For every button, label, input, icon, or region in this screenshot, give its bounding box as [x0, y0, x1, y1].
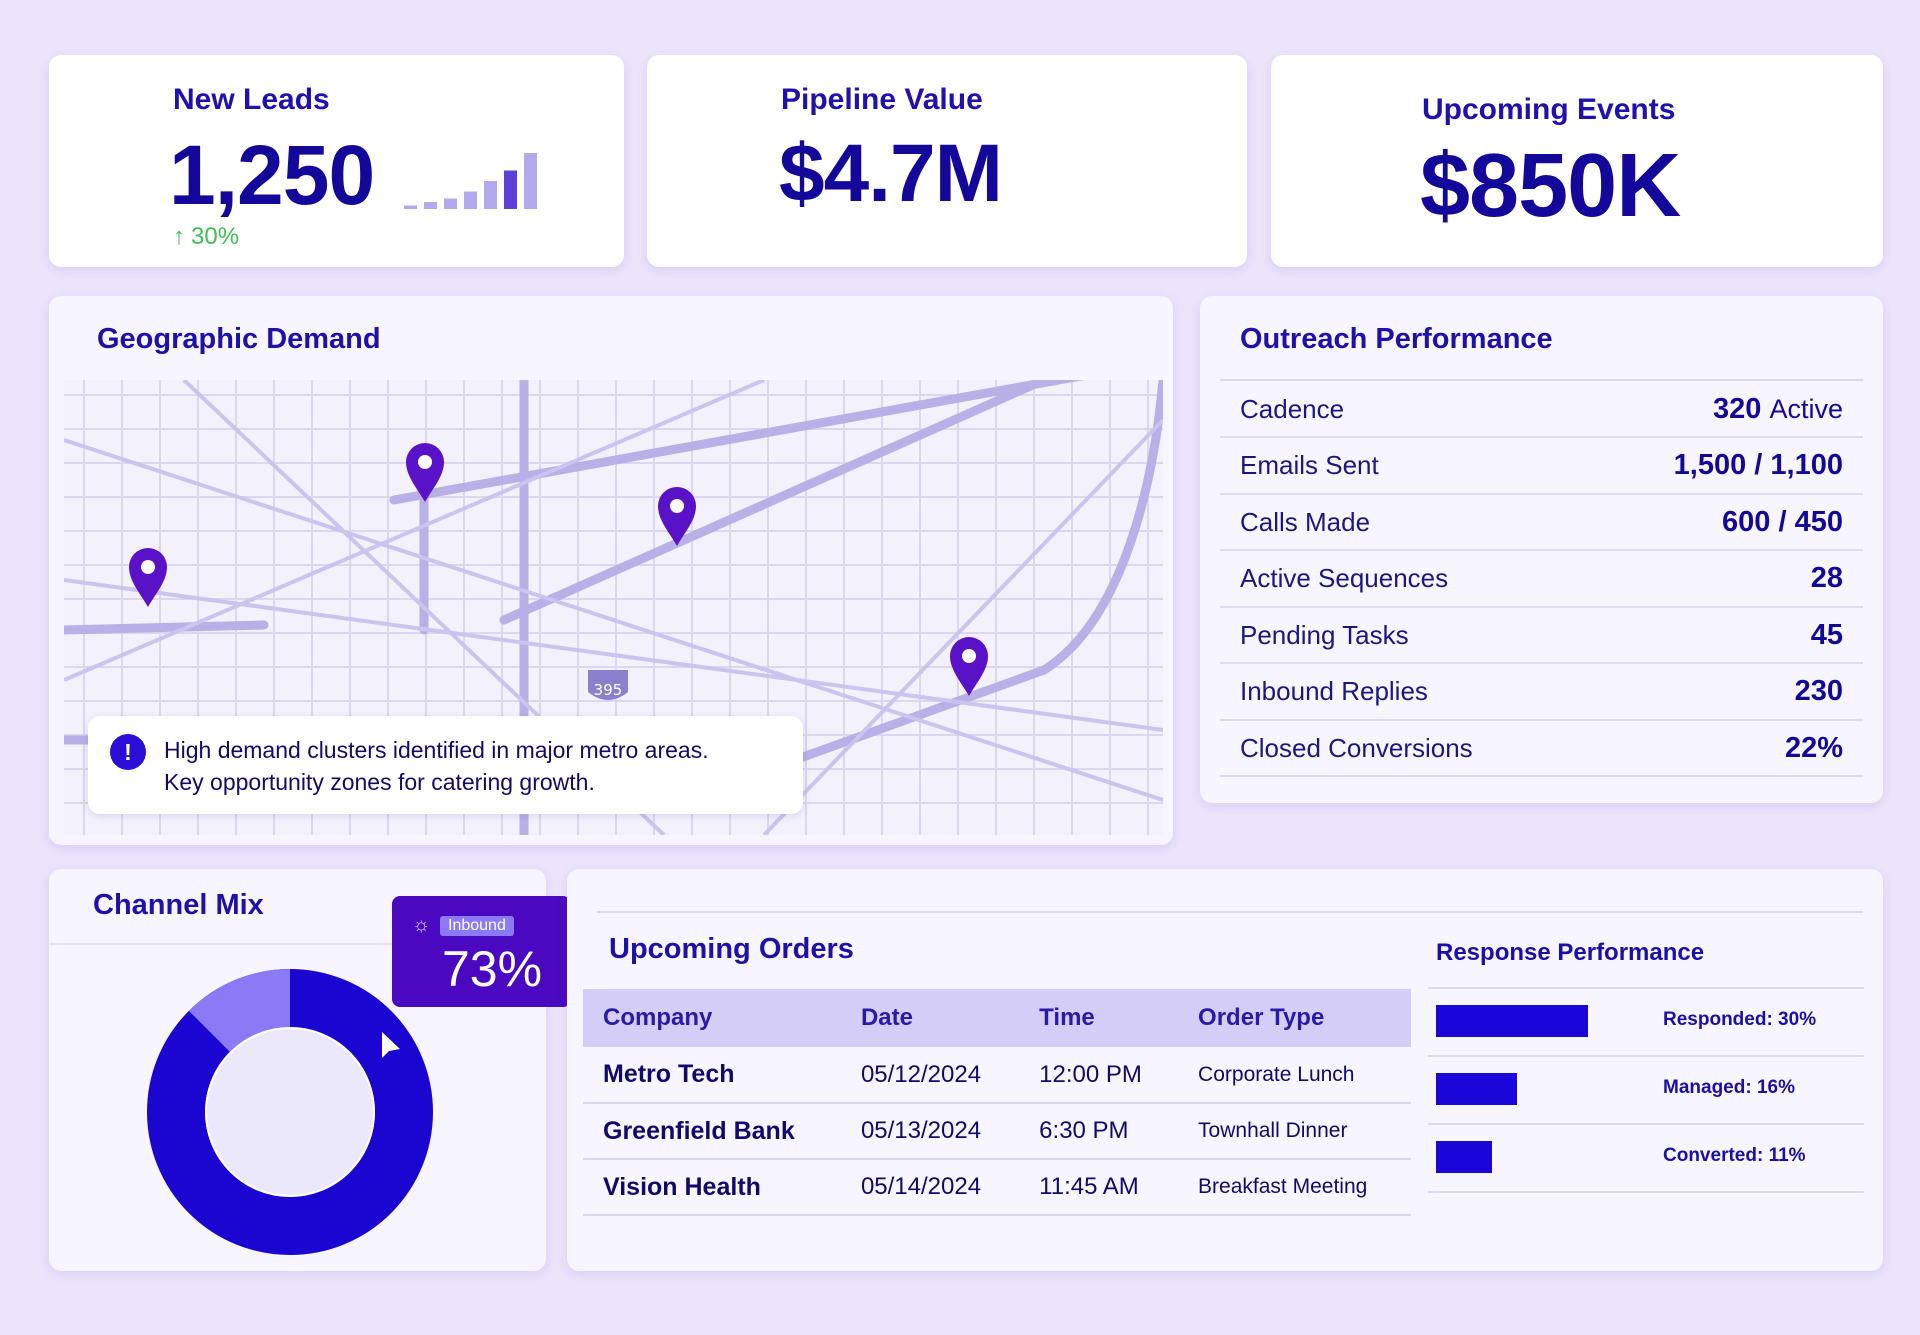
sparkline-bar — [464, 191, 477, 209]
table-cell: Townhall Dinner — [1178, 1103, 1411, 1160]
metric-value: 320 Active — [1713, 392, 1843, 425]
table-cell: Greenfield Bank — [583, 1103, 841, 1160]
kpi-card-events: Upcoming Events $850K — [1271, 55, 1883, 267]
metric-label: Cadence — [1240, 393, 1345, 424]
column-header[interactable]: Company — [583, 989, 841, 1047]
metric-label: Closed Conversions — [1240, 732, 1473, 763]
callout-line: High demand clusters identified in major… — [164, 737, 709, 763]
tooltip-value: 73% — [442, 941, 543, 997]
response-label: Responded: 30% — [1663, 1009, 1817, 1030]
table-cell: Vision Health — [583, 1159, 841, 1216]
map-pin-icon[interactable] — [129, 547, 167, 607]
channel-mix-card: Channel Mix — [49, 869, 546, 1271]
response-bar — [1436, 1141, 1492, 1173]
column-header[interactable]: Order Type — [1178, 989, 1411, 1047]
metric-value: 1,500 / 1,100 — [1673, 449, 1843, 481]
outreach-row: Calls Made 600 / 450 — [1220, 495, 1863, 551]
map-pin-icon[interactable] — [406, 443, 444, 502]
table-row[interactable]: Metro Tech 05/12/2024 12:00 PM Corporate Lu… — [583, 1047, 1411, 1104]
metric-label: Emails Sent — [1240, 450, 1379, 480]
table-cell: 05/14/2024 — [840, 1159, 1020, 1216]
response-bar — [1436, 1005, 1588, 1037]
kpi-title: Pipeline Value — [781, 83, 983, 116]
sparkline-bar — [404, 205, 417, 209]
metric-value: 600 / 450 — [1722, 505, 1843, 538]
column-header[interactable]: Date — [840, 989, 1020, 1047]
table-cell: Breakfast Meeting — [1178, 1159, 1411, 1216]
kpi-change: ↑ 30% — [173, 223, 239, 251]
response-row: Responded: 30% — [1428, 989, 1864, 1057]
metric-value: 22% — [1784, 731, 1843, 764]
kpi-title: New Leads — [173, 83, 330, 116]
response-row: Managed: 16% — [1428, 1057, 1864, 1125]
response-row: Converted: 11% — [1428, 1125, 1864, 1193]
orders-title: Upcoming Orders — [609, 933, 854, 965]
table-cell: 11:45 AM — [1019, 1159, 1179, 1216]
table-row[interactable]: Greenfield Bank 05/13/2024 6:30 PM Townhall… — [583, 1103, 1411, 1160]
map-pin-icon[interactable] — [658, 486, 696, 546]
metric-value: 28 — [1810, 562, 1843, 594]
response-bar — [1436, 1073, 1518, 1105]
table-cell: Corporate Lunch — [1178, 1047, 1411, 1104]
sparkline-bar — [484, 181, 497, 209]
outreach-row: Pending Tasks 45 — [1220, 608, 1863, 664]
table-cell: 6:30 PM — [1019, 1103, 1179, 1160]
map-pin-icon[interactable] — [950, 637, 988, 696]
metric-label: Pending Tasks — [1240, 619, 1409, 650]
metric-label: Active Sequences — [1240, 563, 1449, 593]
metric-value: 230 — [1794, 675, 1843, 707]
kpi-card-pipeline: Pipeline Value $4.7M — [647, 55, 1247, 267]
inbound-tooltip: ☼ Inbound 73% — [392, 896, 571, 1007]
sparkline-bar — [444, 198, 457, 209]
column-header[interactable]: Time — [1019, 989, 1179, 1047]
table-row[interactable]: Vision Health 05/14/2024 11:45 AM Breakfast… — [583, 1159, 1411, 1216]
change-value: 30% — [191, 223, 240, 250]
donut-segment-other[interactable] — [188, 969, 291, 1053]
table-cell: 12:00 PM — [1019, 1047, 1179, 1104]
metric-label: Inbound Replies — [1240, 676, 1428, 706]
table-cell: Metro Tech — [583, 1047, 841, 1104]
cursor-icon — [382, 1032, 400, 1058]
sparkline-bars — [404, 153, 537, 209]
sparkle-icon: ☼ — [412, 914, 431, 936]
callout-line: Key opportunity zones for catering growt… — [164, 769, 595, 795]
table-cell: 05/13/2024 — [840, 1103, 1020, 1160]
outreach-row: Cadence 320 Active — [1220, 382, 1863, 438]
outreach-performance-card: Outreach Performance Cadence 320 Active Em… — [1200, 296, 1883, 803]
kpi-value: $4.7M — [779, 128, 1003, 219]
section-title: Channel Mix — [93, 889, 264, 921]
alert-icon: ! — [110, 734, 146, 770]
outreach-row: Inbound Replies 230 — [1220, 665, 1863, 721]
metric-label: Calls Made — [1240, 506, 1371, 537]
sparkline-bar — [424, 202, 437, 209]
outreach-row: Active Sequences 28 — [1220, 552, 1863, 608]
response-label: Managed: 16% — [1663, 1077, 1795, 1098]
outreach-row: Closed Conversions 22% — [1220, 721, 1863, 777]
highway-shield-label: 395 — [594, 681, 623, 699]
donut-chart[interactable] — [137, 959, 443, 1265]
kpi-value: $850K — [1420, 136, 1681, 236]
arrow-up-icon: ↑ — [173, 223, 185, 250]
metric-value: 45 — [1810, 618, 1843, 651]
map-callout: ! High demand clusters identified in maj… — [88, 716, 803, 814]
response-label: Converted: 11% — [1663, 1145, 1806, 1166]
response-title: Response Performance — [1436, 939, 1705, 966]
kpi-title: Upcoming Events — [1422, 93, 1676, 126]
table-cell: 05/12/2024 — [840, 1047, 1020, 1104]
sparkline-bar — [524, 153, 537, 209]
kpi-card-new-leads: New Leads 1,250 ↑ 30% — [49, 55, 624, 267]
tooltip-label: Inbound — [440, 916, 514, 936]
orders-table: Company Date Time Order Type Metro Tech 05/1… — [583, 989, 1411, 1216]
outreach-row: Emails Sent 1,500 / 1,100 — [1220, 439, 1863, 495]
section-title: Outreach Performance — [1240, 323, 1553, 355]
kpi-value: 1,250 — [169, 128, 375, 222]
sparkline-bar — [504, 170, 517, 209]
highway-shield-icon: 395 — [588, 670, 628, 700]
section-title: Geographic Demand — [97, 323, 381, 355]
